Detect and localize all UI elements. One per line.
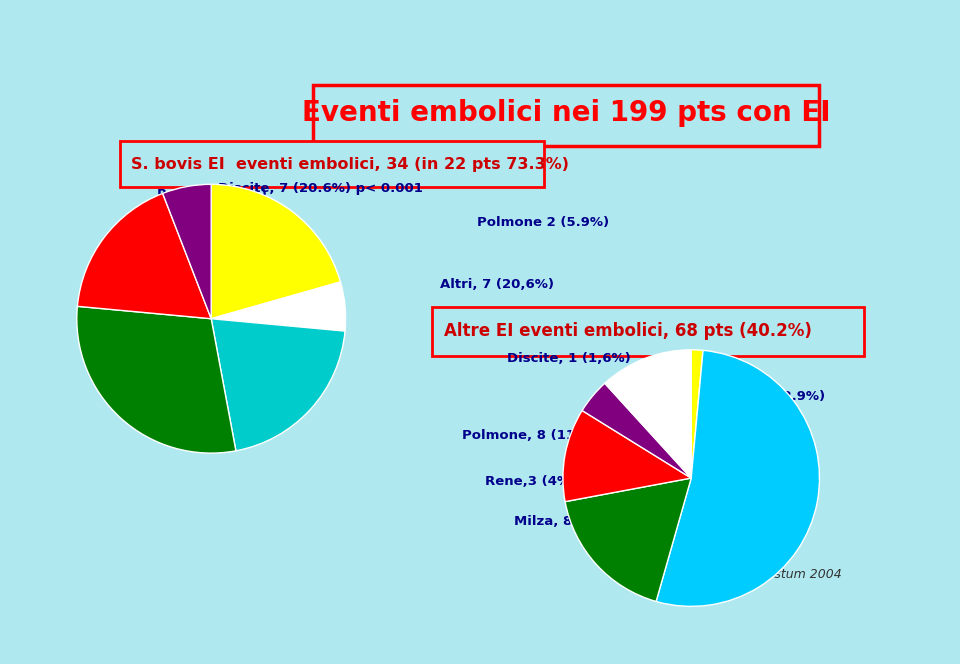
Text: SNC, 10 (29.4%): SNC, 10 (29.4%) [194,303,316,316]
Wedge shape [211,185,341,319]
Wedge shape [211,282,346,331]
Wedge shape [77,306,236,453]
Wedge shape [563,410,691,502]
FancyBboxPatch shape [313,85,820,146]
Wedge shape [656,351,820,606]
Wedge shape [605,350,691,478]
Text: Tripodi MF, Paestum 2004: Tripodi MF, Paestum 2004 [681,568,842,581]
Text: SNC, 12 (17%): SNC, 12 (17%) [661,497,769,511]
Text: Rene,3 (4%): Rene,3 (4%) [485,475,576,487]
Text: Polmone, 8 (11.5%): Polmone, 8 (11.5%) [463,428,609,442]
Text: Discite, 7 (20.6%) p< 0.001: Discite, 7 (20.6%) p< 0.001 [219,182,423,195]
Wedge shape [565,478,691,602]
Text: Rene, 2 (5.9%): Rene, 2 (5.9%) [157,188,267,201]
Text: Milza, 6 (17.6%): Milza, 6 (17.6%) [146,247,267,260]
Text: Polmone 2 (5.9%): Polmone 2 (5.9%) [477,216,610,229]
Text: Milza, 8 (11.5%): Milza, 8 (11.5%) [515,515,636,529]
Text: S. bovis EI  eventi embolici, 34 (in 22 pts 73.3%): S. bovis EI eventi embolici, 34 (in 22 p… [132,157,569,171]
Text: Altri, 7 (20,6%): Altri, 7 (20,6%) [440,278,554,291]
Text: Discite, 1 (1,6%): Discite, 1 (1,6%) [507,352,631,365]
Wedge shape [162,185,211,319]
Wedge shape [78,193,211,319]
FancyBboxPatch shape [432,307,864,356]
Text: Altri, 36 (52.9%): Altri, 36 (52.9%) [702,390,826,403]
FancyBboxPatch shape [120,141,544,187]
Text: Altre EI eventi embolici, 68 pts (40.2%): Altre EI eventi embolici, 68 pts (40.2%) [444,322,811,340]
Wedge shape [211,319,345,451]
Wedge shape [582,383,691,478]
Text: Eventi embolici nei 199 pts con EI: Eventi embolici nei 199 pts con EI [302,99,830,127]
Wedge shape [691,350,703,478]
